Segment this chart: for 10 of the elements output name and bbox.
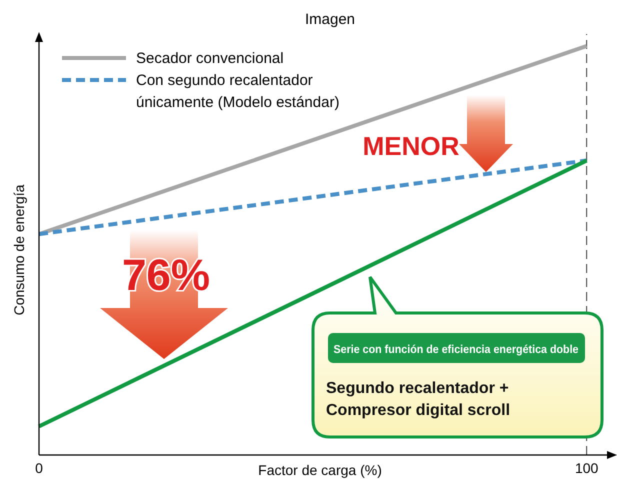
x-tick-label: 0 xyxy=(35,460,44,476)
annotation: Segundo recalentador + Compresor digital scroll xyxy=(326,380,510,419)
legend-label: Con segundo recalentador únicamente (Modelo estándar) xyxy=(136,72,340,111)
annotation: Serie con función de eficiencia energética doble xyxy=(334,344,597,356)
legend-label: Secador convencional xyxy=(136,50,284,67)
chart-title: Imagen xyxy=(304,11,356,28)
x-tick-label: 100 xyxy=(574,460,599,476)
annotation: MENOR xyxy=(362,131,460,161)
x-axis-title: Factor de carga (%) xyxy=(258,462,382,478)
y-axis-title: Consumo de energía xyxy=(11,184,27,316)
